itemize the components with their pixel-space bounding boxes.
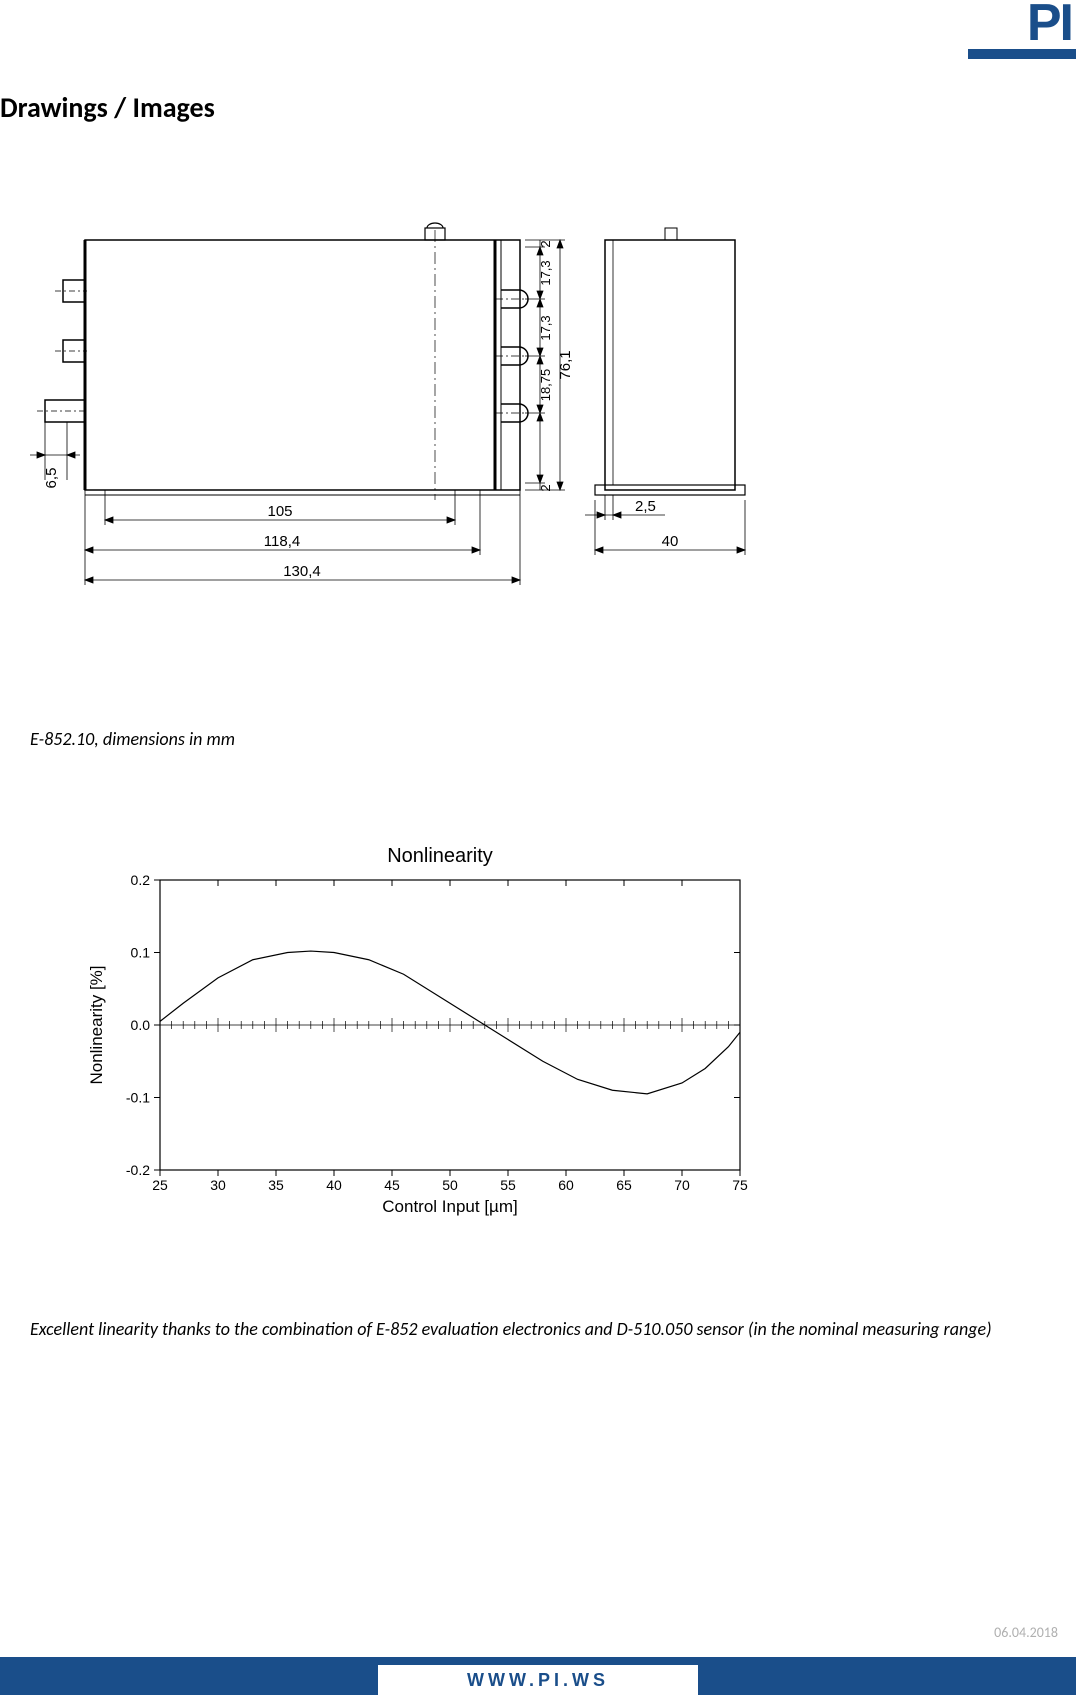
logo-text: PI: [968, 0, 1076, 47]
dim-1184: 118,4: [264, 533, 300, 550]
svg-text:0.2: 0.2: [131, 872, 151, 888]
dim-173b: 17,3: [538, 315, 553, 340]
dim-1304: 130,4: [283, 563, 321, 580]
section-title: Drawings / Images: [0, 90, 215, 125]
svg-text:40: 40: [326, 1177, 342, 1193]
nonlinearity-chart: Nonlinearity -0.2 -0.1 0.0 0.1 0.2 25 30 35 40 4…: [80, 840, 780, 1240]
dim-25: 2,5: [635, 498, 656, 515]
dim-65: 6,5: [43, 468, 60, 489]
svg-text:-0.2: -0.2: [126, 1162, 150, 1178]
dim-40: 40: [662, 533, 679, 550]
svg-text:-0.1: -0.1: [126, 1090, 150, 1106]
svg-text:35: 35: [268, 1177, 284, 1193]
dim-2top: 2: [538, 240, 553, 247]
chart-xlabel: Control Input [µm]: [382, 1197, 517, 1216]
svg-text:75: 75: [732, 1177, 748, 1193]
svg-text:30: 30: [210, 1177, 226, 1193]
svg-text:0.0: 0.0: [131, 1017, 151, 1033]
chart-title: Nonlinearity: [387, 845, 493, 867]
svg-text:60: 60: [558, 1177, 574, 1193]
svg-text:55: 55: [500, 1177, 516, 1193]
page-date: 06.04.2018: [994, 1624, 1058, 1641]
dim-105: 105: [267, 503, 292, 520]
dimension-drawing: 105 118,4 130,4 6,5 40 2,5 76,1 2 17,3 1…: [25, 220, 785, 620]
drawing-caption: E-852.10, dimensions in mm: [30, 728, 235, 750]
chart-caption: Excellent linearity thanks to the combin…: [30, 1318, 1046, 1341]
footer-url: WWW.PI.WS: [378, 1665, 698, 1695]
dim-1875: 18,75: [538, 369, 553, 402]
brand-logo: PI: [968, 0, 1076, 59]
page-footer: WWW.PI.WS: [0, 1657, 1076, 1695]
svg-text:25: 25: [152, 1177, 168, 1193]
svg-text:45: 45: [384, 1177, 400, 1193]
svg-text:65: 65: [616, 1177, 632, 1193]
svg-text:70: 70: [674, 1177, 690, 1193]
svg-text:50: 50: [442, 1177, 458, 1193]
dim-2bot: 2: [538, 484, 553, 491]
svg-text:0.1: 0.1: [131, 945, 151, 961]
chart-ylabel: Nonlinearity [%]: [87, 965, 106, 1084]
dim-173a: 17,3: [538, 260, 553, 285]
dim-761: 76,1: [557, 350, 574, 379]
